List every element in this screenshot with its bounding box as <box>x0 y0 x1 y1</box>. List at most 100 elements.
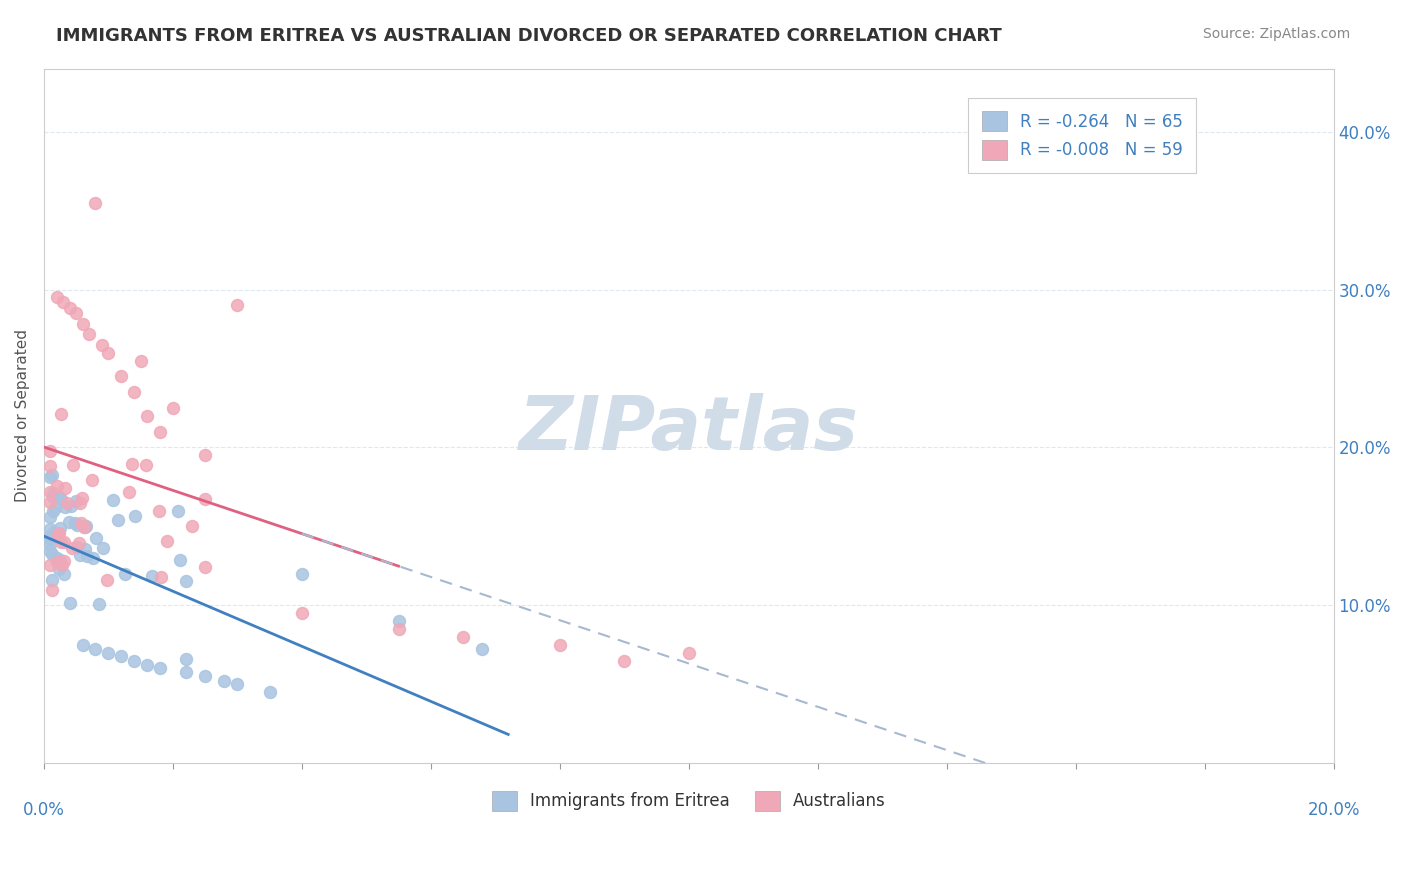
Point <box>41 573 63 587</box>
Point <box>53 566 76 581</box>
Point <box>66 517 89 532</box>
Point <box>39 528 62 542</box>
Point <box>387 622 409 636</box>
Point <box>72 318 94 332</box>
Point <box>156 533 179 548</box>
Point <box>56 495 79 509</box>
Point <box>46 551 69 566</box>
Point <box>49 407 72 421</box>
Point <box>77 326 100 341</box>
Point <box>259 685 281 699</box>
Text: Source: ZipAtlas.com: Source: ZipAtlas.com <box>1202 27 1350 41</box>
Point <box>84 532 107 546</box>
Text: IMMIGRANTS FROM ERITREA VS AUSTRALIAN DIVORCED OR SEPARATED CORRELATION CHART: IMMIGRANTS FROM ERITREA VS AUSTRALIAN DI… <box>56 27 1002 45</box>
Point <box>291 566 314 581</box>
Point <box>67 536 90 550</box>
Point <box>73 518 96 533</box>
Point <box>48 562 70 576</box>
Point <box>63 516 86 530</box>
Point <box>162 401 184 415</box>
Point <box>65 494 87 508</box>
Point <box>82 473 104 487</box>
Point <box>291 606 314 620</box>
Point <box>52 553 75 567</box>
Point <box>45 290 67 304</box>
Point <box>46 555 69 569</box>
Point <box>124 509 146 524</box>
Point <box>141 569 163 583</box>
Point <box>118 485 141 500</box>
Point <box>226 677 249 691</box>
Point <box>48 526 70 541</box>
Point <box>39 532 62 546</box>
Point <box>110 369 132 384</box>
Point <box>69 516 91 530</box>
Point <box>148 504 170 518</box>
Point <box>122 653 145 667</box>
Point <box>39 494 62 508</box>
Point <box>174 574 197 589</box>
Point <box>42 524 65 539</box>
Point <box>110 648 132 663</box>
Point <box>39 529 62 543</box>
Point <box>42 504 65 518</box>
Point <box>678 646 700 660</box>
Point <box>107 513 129 527</box>
Point <box>387 614 409 628</box>
Point <box>60 499 83 513</box>
Point <box>149 570 172 584</box>
Point <box>53 500 76 514</box>
Point <box>69 496 91 510</box>
Point <box>73 519 96 533</box>
Point <box>49 553 72 567</box>
Point <box>96 574 118 588</box>
Point <box>51 558 73 573</box>
Point <box>66 540 89 554</box>
Point <box>39 485 62 500</box>
Point <box>41 582 63 597</box>
Point <box>52 295 75 310</box>
Point <box>59 301 82 316</box>
Point <box>129 353 152 368</box>
Point <box>45 478 67 492</box>
Point <box>69 548 91 562</box>
Point <box>89 597 111 611</box>
Point <box>53 481 76 495</box>
Point <box>471 642 494 657</box>
Point <box>39 458 62 473</box>
Point <box>39 543 62 558</box>
Point <box>39 510 62 524</box>
Legend: Immigrants from Eritrea, Australians: Immigrants from Eritrea, Australians <box>478 777 900 824</box>
Point <box>194 559 217 574</box>
Point <box>59 596 82 610</box>
Point <box>49 492 72 507</box>
Point <box>194 491 217 506</box>
Point <box>214 673 236 688</box>
Point <box>135 458 157 472</box>
Point <box>174 665 197 679</box>
Point <box>103 492 125 507</box>
Point <box>44 501 66 516</box>
Point <box>65 306 87 320</box>
Point <box>53 535 76 549</box>
Point <box>167 504 190 518</box>
Point <box>49 521 72 535</box>
Point <box>180 519 202 533</box>
Point <box>194 448 217 462</box>
Point <box>39 537 62 551</box>
Point <box>72 638 94 652</box>
Point <box>97 646 120 660</box>
Point <box>114 566 136 581</box>
Text: 20.0%: 20.0% <box>1308 801 1360 820</box>
Point <box>149 425 172 439</box>
Point <box>613 653 636 667</box>
Point <box>75 541 97 556</box>
Point <box>75 519 97 533</box>
Point <box>46 528 69 542</box>
Text: 0.0%: 0.0% <box>22 801 65 820</box>
Point <box>149 661 172 675</box>
Point <box>122 385 145 400</box>
Point <box>97 345 120 359</box>
Point <box>39 523 62 537</box>
Text: ZIPatlas: ZIPatlas <box>519 393 859 467</box>
